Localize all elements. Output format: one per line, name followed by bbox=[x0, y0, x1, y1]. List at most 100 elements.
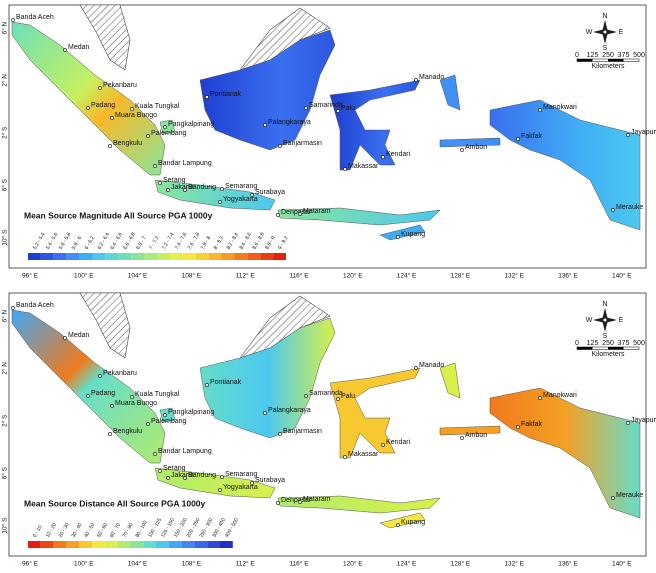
city-marker bbox=[166, 188, 170, 192]
legend-swatch bbox=[66, 253, 80, 260]
lon-label: 136° E bbox=[558, 560, 578, 568]
island bbox=[379, 224, 426, 241]
city-label: Muara Bungo bbox=[115, 400, 157, 407]
legend-swatch bbox=[53, 541, 67, 548]
city-marker bbox=[336, 109, 340, 113]
city-label: Surabaya bbox=[255, 477, 285, 484]
city-marker bbox=[158, 469, 162, 473]
lat-label: 6° N bbox=[1, 309, 9, 322]
city-label: Yogyakarta bbox=[223, 196, 258, 203]
island bbox=[11, 21, 166, 176]
island bbox=[199, 29, 336, 151]
city-marker bbox=[250, 481, 254, 485]
lat-label: 6° S bbox=[1, 466, 9, 479]
legend-swatch bbox=[117, 541, 131, 548]
city-label: Pekanbaru bbox=[103, 82, 137, 89]
city-label: Palangkaraya bbox=[268, 119, 311, 126]
map-title: Mean Source Distance All Source PGA 1000… bbox=[24, 498, 206, 508]
city-label: Jayapura bbox=[631, 417, 656, 424]
city-label: Pekanbaru bbox=[103, 370, 137, 377]
legend-swatch bbox=[104, 541, 118, 548]
city-marker bbox=[98, 86, 102, 90]
city-label: Merauke bbox=[616, 204, 643, 211]
city-marker bbox=[250, 193, 254, 197]
island bbox=[489, 99, 641, 231]
lon-label: 112° E bbox=[236, 272, 256, 280]
city-label: Banda Aceh bbox=[16, 302, 54, 309]
legend-swatch bbox=[130, 541, 144, 548]
legend-swatch bbox=[208, 253, 222, 260]
lat-label: 10° S bbox=[1, 517, 9, 534]
city-marker bbox=[611, 496, 615, 500]
city-marker bbox=[396, 523, 400, 527]
city-label: Manado bbox=[419, 362, 444, 369]
city-label: Kendari bbox=[386, 151, 411, 158]
city-label: Banjarmasin bbox=[283, 140, 322, 147]
legend-swatch bbox=[182, 253, 196, 260]
city-marker bbox=[276, 501, 280, 505]
island bbox=[439, 425, 501, 436]
city-marker bbox=[304, 394, 308, 398]
city-marker bbox=[218, 200, 222, 204]
lat-label: 6° S bbox=[1, 178, 9, 191]
city-marker bbox=[626, 133, 630, 137]
city-label: Palembang bbox=[151, 418, 187, 425]
city-label: Ambon bbox=[465, 144, 487, 151]
city-marker bbox=[611, 208, 615, 212]
map-panel: Banda Aceh Medan Pekanbaru Padang Kuala Tung… bbox=[1, 292, 656, 568]
city-label: Banda Aceh bbox=[16, 14, 54, 21]
legend-swatch bbox=[92, 541, 105, 548]
island bbox=[199, 317, 336, 439]
city-marker bbox=[218, 488, 222, 492]
legend-swatch bbox=[156, 541, 169, 548]
city-marker bbox=[298, 212, 302, 216]
city-marker bbox=[153, 452, 157, 456]
island bbox=[159, 119, 176, 135]
lon-label: 96° E bbox=[22, 560, 39, 568]
island bbox=[154, 467, 276, 499]
city-label: Pangkalpinang bbox=[168, 121, 214, 128]
city-marker bbox=[278, 144, 282, 148]
scale-bar bbox=[608, 347, 624, 350]
city-marker bbox=[205, 95, 209, 99]
city-label: Pontianak bbox=[210, 379, 242, 386]
city-label: Merauke bbox=[616, 492, 643, 499]
city-marker bbox=[263, 411, 267, 415]
scale-tick: 250 bbox=[602, 52, 614, 59]
lon-label: 128° E bbox=[451, 272, 471, 280]
city-label: Kuala Tungkal bbox=[135, 391, 180, 398]
city-label: Samarinda bbox=[309, 390, 343, 397]
city-label: Jayapura bbox=[631, 129, 656, 136]
legend-swatch bbox=[221, 253, 235, 260]
legend-swatch bbox=[40, 253, 54, 260]
city-marker bbox=[146, 134, 150, 138]
city-marker bbox=[263, 123, 267, 127]
city-label: Bandung bbox=[188, 472, 216, 479]
legend-swatch bbox=[53, 253, 67, 260]
city-marker bbox=[626, 421, 630, 425]
lat-label: 10° S bbox=[1, 229, 9, 246]
compass-letter: S bbox=[603, 333, 608, 340]
legend-swatch bbox=[40, 541, 54, 548]
island bbox=[379, 512, 426, 529]
city-label: Bandar Lampung bbox=[158, 160, 212, 167]
lat-label: 2° N bbox=[1, 362, 9, 375]
lon-label: 140° E bbox=[612, 272, 632, 280]
lon-label: 132° E bbox=[504, 272, 524, 280]
map-title: Mean Source Magnitude All Source PGA 100… bbox=[24, 210, 213, 220]
city-marker bbox=[343, 455, 347, 459]
city-marker bbox=[220, 475, 224, 479]
city-marker bbox=[205, 383, 209, 387]
lon-label: 136° E bbox=[558, 272, 578, 280]
city-label: Bandar Lampung bbox=[158, 448, 212, 455]
lat-label: 6° N bbox=[1, 21, 9, 34]
city-marker bbox=[336, 397, 340, 401]
city-label: Semarang bbox=[225, 471, 257, 478]
legend-swatch bbox=[168, 541, 182, 548]
legend-swatch bbox=[220, 541, 233, 548]
legend-swatch bbox=[66, 541, 80, 548]
island bbox=[439, 74, 461, 111]
city-marker bbox=[538, 396, 542, 400]
legend-swatch bbox=[79, 253, 93, 260]
island bbox=[11, 309, 166, 464]
